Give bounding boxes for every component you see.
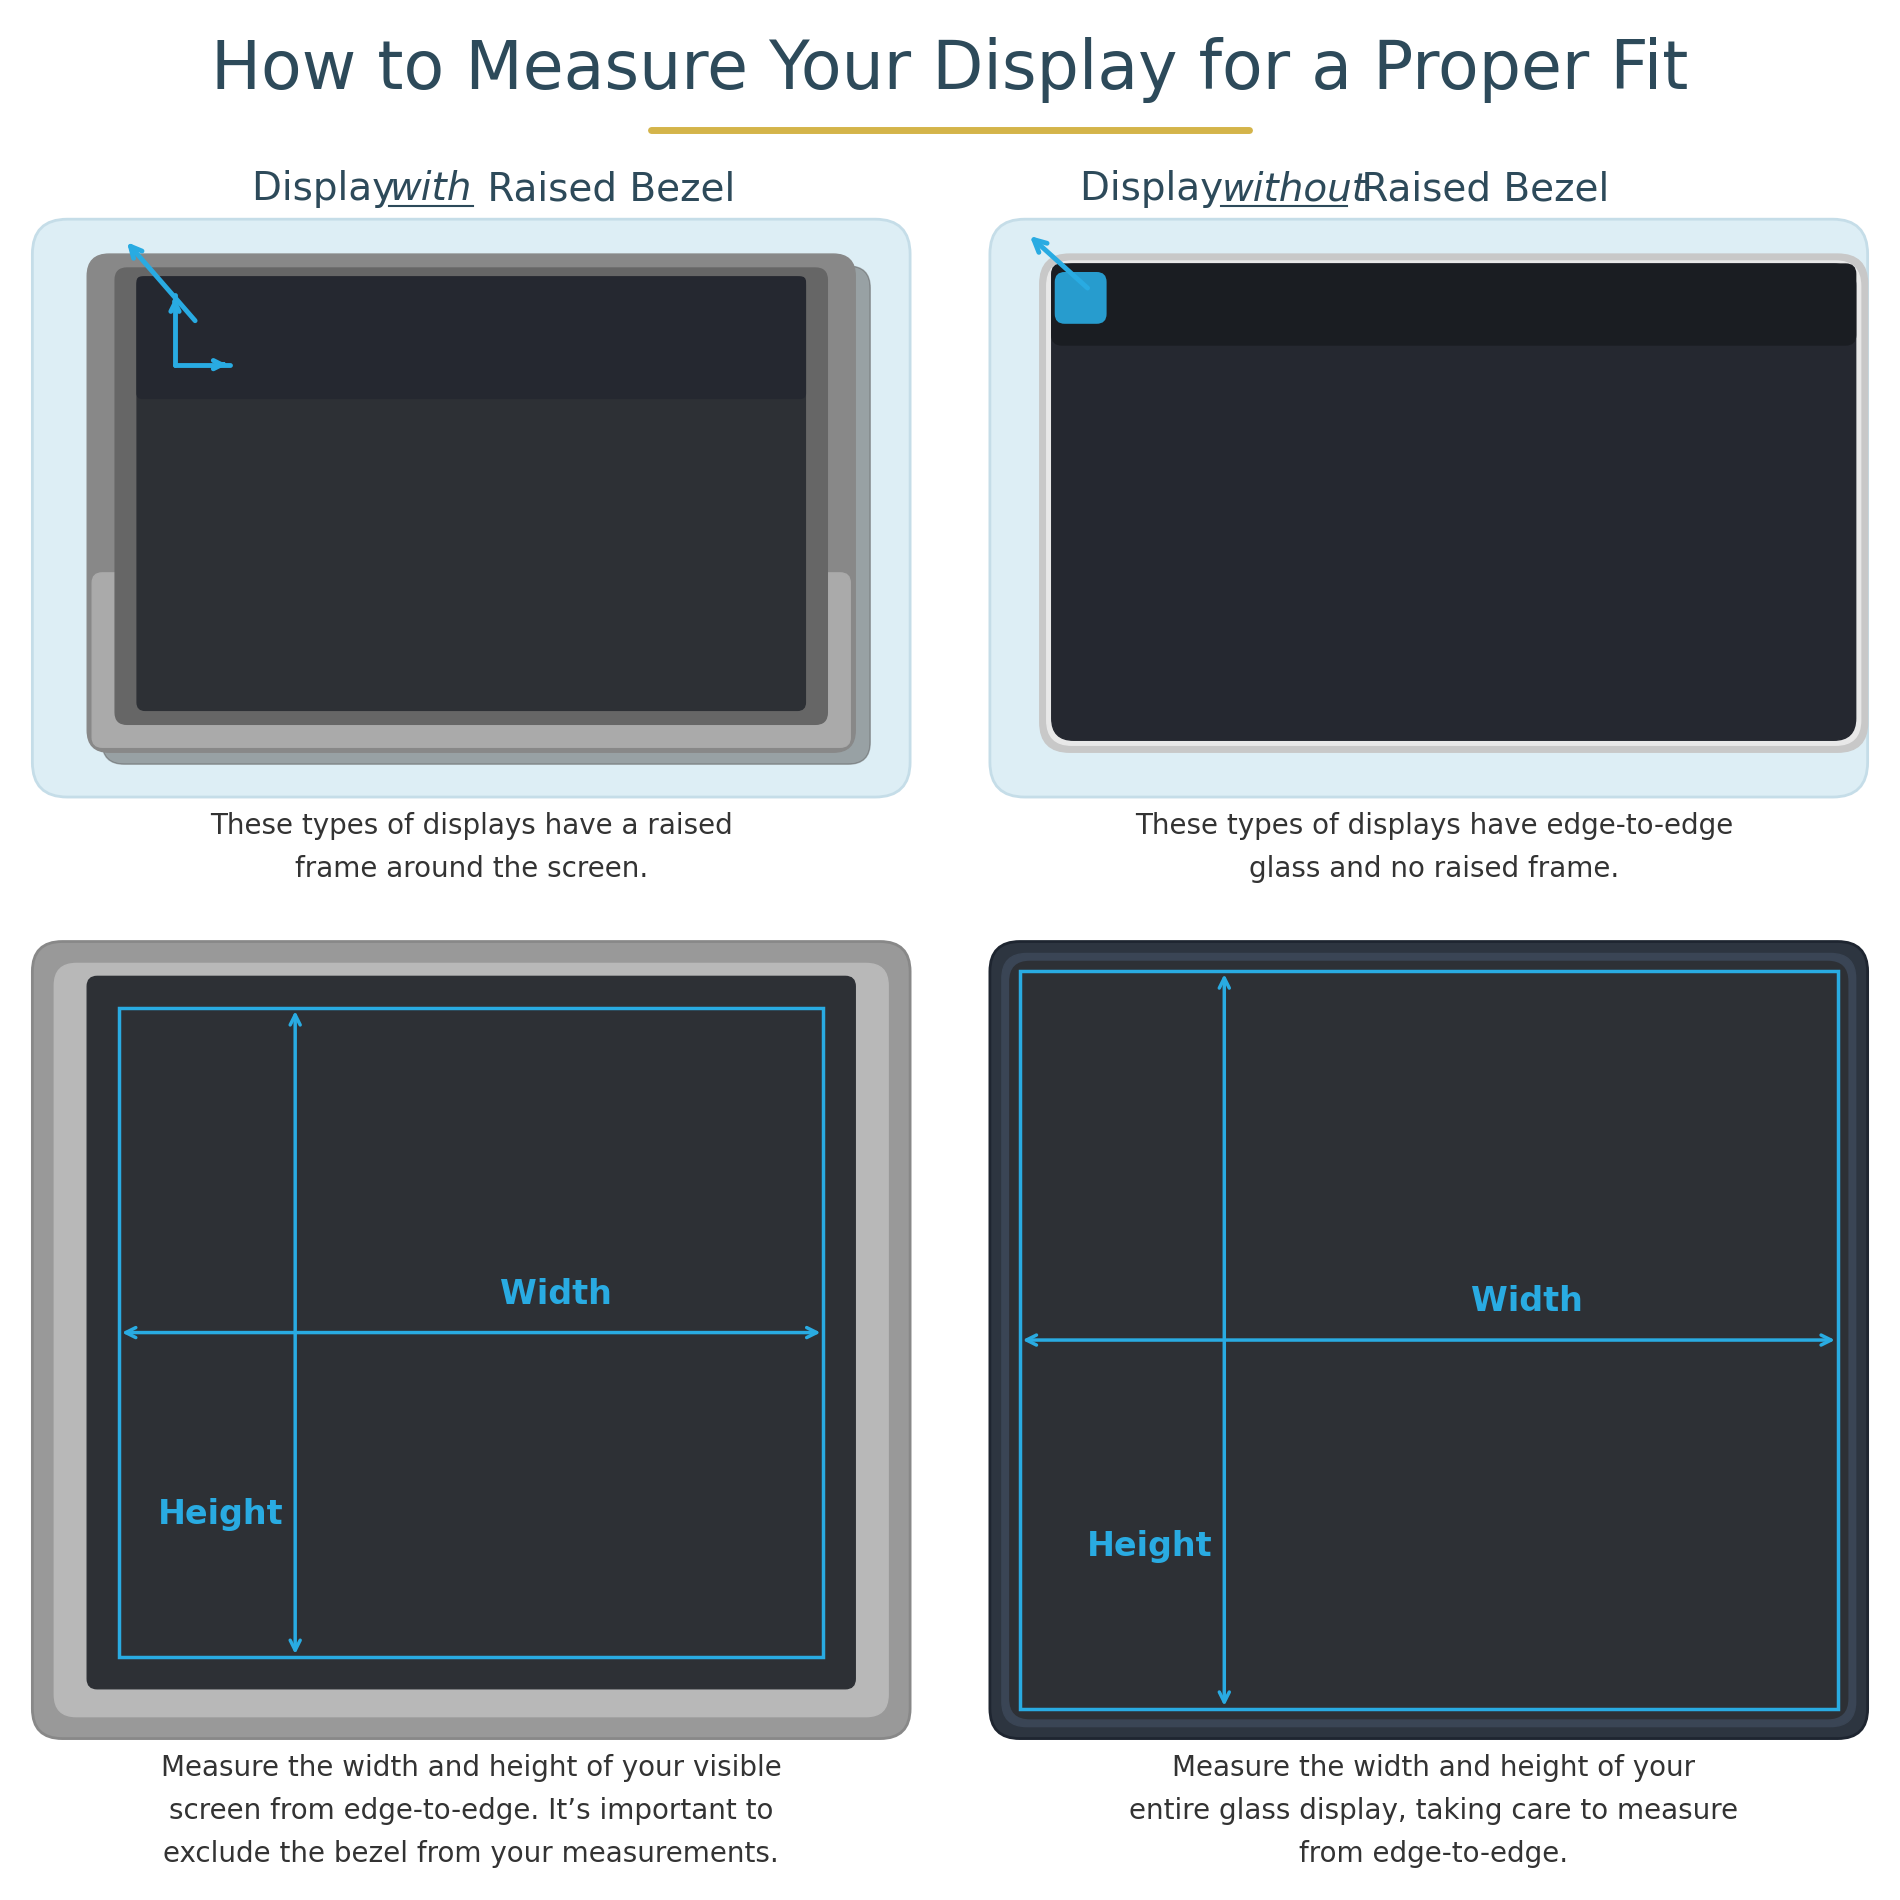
Text: without: without [1222,171,1368,209]
Text: These types of displays have edge-to-edge
glass and no raised frame.: These types of displays have edge-to-edg… [1134,811,1733,884]
Text: These types of displays have a raised
frame around the screen.: These types of displays have a raised fr… [209,811,733,884]
Bar [120,1009,823,1657]
FancyBboxPatch shape [1009,961,1847,1720]
FancyBboxPatch shape [87,255,855,752]
FancyBboxPatch shape [1053,264,1856,346]
FancyBboxPatch shape [990,942,1868,1738]
FancyBboxPatch shape [1053,264,1856,741]
FancyBboxPatch shape [1039,255,1868,752]
Text: Raised Bezel: Raised Bezel [1349,171,1609,209]
Text: Measure the width and height of your
entire glass display, taking care to measur: Measure the width and height of your ent… [1129,1754,1738,1868]
Text: Height: Height [158,1497,283,1531]
FancyBboxPatch shape [87,977,855,1689]
FancyBboxPatch shape [55,963,887,1718]
Text: Display: Display [253,171,407,209]
FancyBboxPatch shape [116,268,826,724]
FancyBboxPatch shape [32,942,910,1738]
Text: Height: Height [1087,1530,1212,1564]
Text: Display: Display [1079,171,1235,209]
Text: Width: Width [500,1277,612,1311]
Text: Width: Width [1471,1284,1583,1319]
FancyBboxPatch shape [1047,260,1860,745]
FancyBboxPatch shape [1001,954,1856,1727]
FancyBboxPatch shape [137,277,806,399]
FancyBboxPatch shape [137,277,806,711]
Bar [1020,971,1837,1708]
Text: Measure the width and height of your visible
screen from edge-to-edge. It’s impo: Measure the width and height of your vis… [162,1754,781,1868]
FancyBboxPatch shape [32,218,910,798]
FancyBboxPatch shape [103,266,870,764]
Text: How to Measure Your Display for a Proper Fit: How to Measure Your Display for a Proper… [211,36,1689,103]
FancyBboxPatch shape [93,574,851,747]
FancyBboxPatch shape [990,218,1868,798]
Text: Raised Bezel: Raised Bezel [475,171,735,209]
FancyBboxPatch shape [1054,272,1106,323]
Text: with: with [390,171,471,209]
